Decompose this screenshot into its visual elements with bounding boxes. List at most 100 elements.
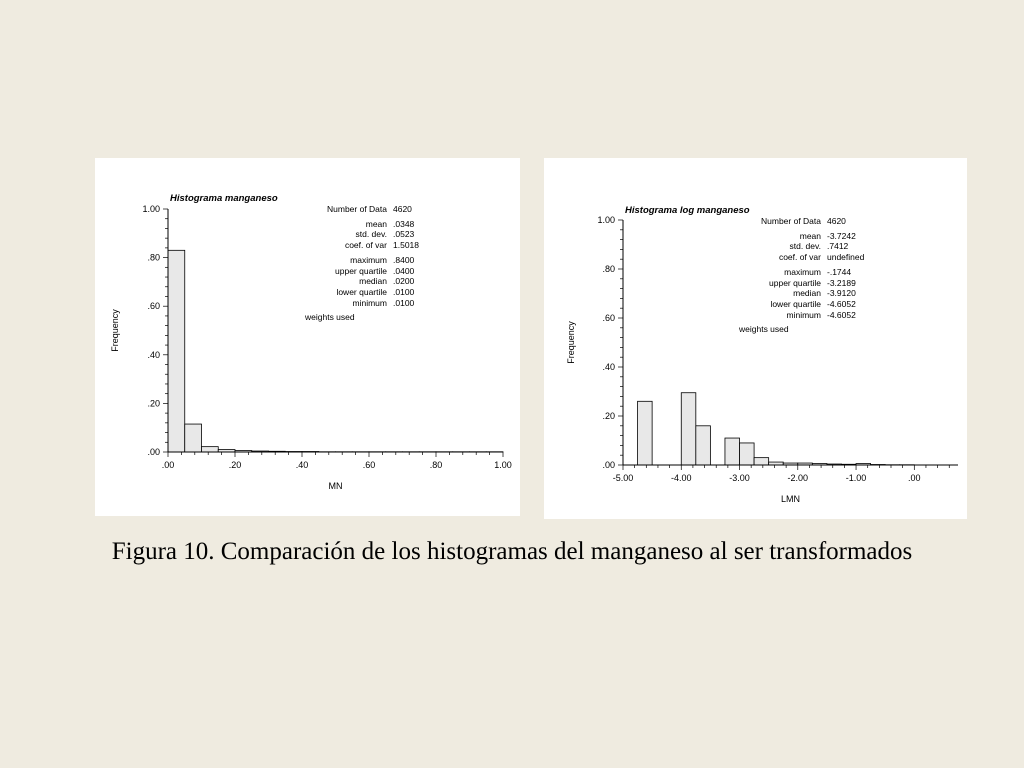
stats-row: maximum .8400 [293,255,419,266]
y-tick-label: .80 [602,264,615,274]
stat-value: .8400 [393,254,415,265]
stat-value: .0100 [393,286,415,297]
stats-row: std. dev. .0523 [293,229,419,240]
y-axis-label: Frequency [110,309,120,352]
stat-label: lower quartile [770,298,821,309]
stat-label: upper quartile [335,265,387,276]
stat-label: maximum [350,254,387,265]
stat-value: -3.9120 [827,288,856,299]
histogram-log-manganeso-plot: .00 .20 .40 .60 .80 1.00 -5.00 -4.00 -3.00 -2.00 -… [566,215,958,504]
y-tick-label: .40 [602,362,615,372]
stat-value: undefined [827,252,865,263]
y-tick-label: .00 [147,447,160,457]
histogram-bar [637,400,653,466]
stat-label: maximum [784,266,821,277]
x-tick-label: .40 [296,460,309,470]
stats-row: lower quartile .0100 [293,287,419,298]
stats-row: maximum -.1744 [727,267,864,278]
stat-label: minimum [786,309,821,320]
y-tick-label: .00 [602,460,615,470]
stat-label: std. dev. [355,229,388,240]
x-axis-label: MN [329,481,343,491]
histogram-manganeso-plot: .00 .20 .40 .60 .80 1.00 .00 .20 .40 .60 .80 1.00 MN… [110,204,512,491]
histogram-bar [753,457,770,466]
y-tick-label: 1.00 [142,204,160,214]
stat-value: -4.6052 [827,298,856,309]
stat-label: coef. of var [778,252,821,263]
stats-row: lower quartile -4.6052 [727,299,864,310]
histogram-bar [739,442,755,466]
stat-value: -3.7242 [827,230,856,241]
stat-value: .0400 [393,265,415,276]
chart-title: Histograma log manganeso [625,205,750,216]
y-tick-label: .40 [147,350,160,360]
stats-row: std. dev. .7412 [727,241,864,252]
histogram-bar [167,249,186,453]
histogram-bar [724,437,740,466]
stat-label: Number of Data [761,216,821,226]
histogram-bar [680,392,697,466]
x-tick-label: .20 [229,460,242,470]
stat-value: 1.5018 [393,240,419,251]
stats-block: Number of Data 4620 mean .0348 std. dev. .052… [293,204,419,323]
stat-value: .0200 [393,276,415,287]
stat-value: -3.2189 [827,277,856,288]
weights-note: weights used [305,312,355,323]
chart-title: Histograma manganeso [170,193,278,204]
stats-row: upper quartile .0400 [293,266,419,277]
x-tick-label: -3.00 [729,473,750,483]
histogram-bar [184,423,202,453]
x-tick-label: .80 [430,460,443,470]
stats-row: coef. of var undefined [727,252,864,263]
stat-label: coef. of var [344,240,387,251]
x-tick-label: -1.00 [846,473,867,483]
stat-value: .0523 [393,229,415,240]
stat-label: median [359,276,387,287]
stat-label: median [793,288,821,299]
stats-row: Number of Data 4620 [727,216,864,227]
stats-block: Number of Data 4620 mean -3.7242 std. dev. .7… [727,216,864,335]
y-tick-label: .60 [147,301,160,311]
stats-row: minimum -4.6052 [727,310,864,321]
stats-row: Number of Data 4620 [293,204,419,215]
y-tick-label: .80 [147,253,160,263]
stat-label: Number of Data [327,204,387,214]
stats-row: upper quartile -3.2189 [727,278,864,289]
stat-label: upper quartile [769,277,821,288]
weights-note: weights used [739,324,789,335]
x-tick-label: -4.00 [671,473,692,483]
stat-label: mean [365,218,387,229]
y-tick-label: .20 [602,411,615,421]
stat-value: 4620 [827,216,846,226]
y-tick-label: 1.00 [597,215,615,225]
x-axis-label: LMN [781,494,800,504]
y-tick-label: .20 [147,398,160,408]
stat-label: std. dev. [789,241,822,252]
x-tick-label: -2.00 [788,473,809,483]
histogram-bar [695,425,711,466]
x-tick-label: .60 [363,460,376,470]
stats-row: mean .0348 [293,219,419,230]
stats-row: median .0200 [293,276,419,287]
x-tick-label: .00 [908,473,921,483]
stat-value: -4.6052 [827,309,856,320]
stats-row: median -3.9120 [727,288,864,299]
histogram-bar [201,446,219,453]
histogram-panel-right: .00 .20 .40 .60 .80 1.00 -5.00 -4.00 -3.00 -2.00 -… [544,158,967,519]
stat-value: .0348 [393,218,415,229]
stat-value: .0100 [393,297,415,308]
y-axis-label: Frequency [566,321,576,364]
stat-label: lower quartile [336,286,387,297]
stats-row: minimum .0100 [293,298,419,309]
stat-value: 4620 [393,204,412,214]
histogram-panel-left: .00 .20 .40 .60 .80 1.00 .00 .20 .40 .60 .80 1.00 MN… [95,158,520,516]
figure-caption: Figura 10. Comparación de los histograma… [111,538,913,565]
stat-label: minimum [352,297,387,308]
stats-row: coef. of var 1.5018 [293,240,419,251]
stat-label: mean [799,230,821,241]
stat-value: -.1744 [827,266,852,277]
stat-value: .7412 [827,241,849,252]
x-tick-label: .00 [162,460,175,470]
y-tick-label: .60 [602,313,615,323]
stats-row: mean -3.7242 [727,231,864,242]
